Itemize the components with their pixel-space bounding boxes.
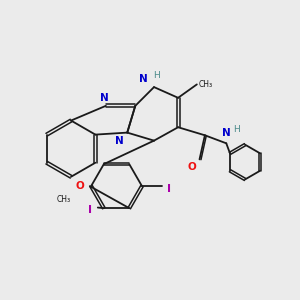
- Text: CH₃: CH₃: [57, 195, 71, 204]
- Text: N: N: [115, 136, 124, 146]
- Text: I: I: [88, 205, 92, 215]
- Text: H: H: [153, 70, 159, 80]
- Text: CH₃: CH₃: [199, 80, 213, 89]
- Text: N: N: [222, 128, 231, 139]
- Text: N: N: [139, 74, 147, 84]
- Text: O: O: [76, 181, 84, 191]
- Text: N: N: [100, 93, 109, 103]
- Text: O: O: [188, 162, 196, 172]
- Text: I: I: [167, 184, 171, 194]
- Text: H: H: [233, 125, 240, 134]
